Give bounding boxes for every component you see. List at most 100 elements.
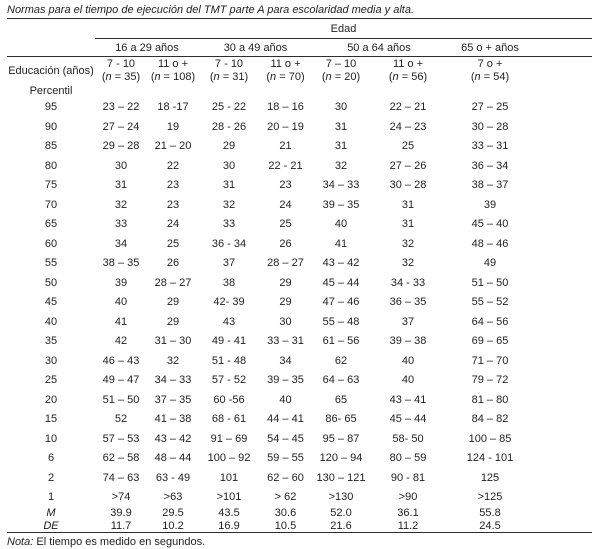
table-cell: 30 bbox=[334, 101, 348, 114]
table-row: 65 33 24 33 25 40 31 45 – 40 bbox=[7, 215, 592, 235]
row-label: 40 bbox=[44, 315, 58, 328]
table-row: 85 29 – 28 21 – 20 29 21 31 25 33 – 31 bbox=[7, 137, 592, 157]
table-cell: 28 – 27 bbox=[154, 276, 192, 289]
table-cell: 29 – 28 bbox=[102, 140, 140, 153]
table-cell: 60 -56 bbox=[213, 393, 245, 406]
table-cell: 43 – 42 bbox=[322, 257, 360, 270]
table-cell: 44 – 41 bbox=[267, 413, 304, 426]
table-cell: 41 bbox=[114, 315, 128, 328]
clipped-table-number: Tabla 2. bbox=[7, 0, 593, 3]
row-label: 45 bbox=[44, 296, 58, 309]
table-cell: 48 – 44 bbox=[154, 452, 192, 465]
table-row: 75 31 23 31 23 34 – 33 30 – 28 38 – 37 bbox=[7, 176, 592, 196]
percentile-label-row: Percentil bbox=[7, 85, 592, 98]
table-cell: 36 – 34 bbox=[471, 159, 509, 172]
table-cell: 37 bbox=[222, 257, 236, 270]
table-cell: 120 – 94 bbox=[319, 452, 363, 465]
table-row: DE 11.7 10.2 16.9 10.5 21.6 11.2 24.5 bbox=[7, 519, 592, 533]
table-cell: 55.8 bbox=[479, 507, 501, 520]
row-label: 35 bbox=[44, 335, 58, 348]
table-cell: 21 – 20 bbox=[154, 140, 192, 153]
table-cell: 23 bbox=[279, 179, 292, 192]
table-cell: 90 - 81 bbox=[390, 471, 426, 484]
table-cell: 11.2 bbox=[370, 519, 446, 533]
table-cell: 30.6 bbox=[274, 507, 297, 520]
table-cell: 41 bbox=[334, 237, 348, 250]
table-cell: 36 – 35 bbox=[389, 296, 427, 309]
table-row: 30 46 – 43 32 51 - 48 34 62 40 71 – 70 bbox=[7, 351, 592, 371]
table-cell: 28 – 27 bbox=[267, 257, 304, 270]
table-cell: > 62 bbox=[274, 491, 297, 504]
table-cell: 38 bbox=[222, 276, 236, 289]
table-cell: 45 – 44 bbox=[322, 276, 360, 289]
table-cell: 101 bbox=[219, 471, 239, 484]
table-row: 40 41 29 43 30 55 – 48 37 64 – 56 bbox=[7, 312, 592, 332]
table-cell: 48 – 46 bbox=[471, 237, 509, 250]
table-row: 2 74 – 63 63 - 49 101 62 – 60 130 – 121 90 - 8… bbox=[7, 468, 592, 488]
education-column-header: 11 o + (n = 56) bbox=[388, 58, 428, 83]
table-cell: 32 bbox=[334, 159, 348, 172]
table-cell: 59 – 55 bbox=[267, 452, 304, 465]
table-cell: 55 – 48 bbox=[322, 315, 360, 328]
table-row: 15 52 41 – 38 68 - 61 44 – 41 86- 65 45 – 44 84… bbox=[7, 410, 592, 430]
table-cell: 54 – 45 bbox=[267, 432, 304, 445]
table-cell: 39 bbox=[483, 198, 497, 211]
table-cell: 52.0 bbox=[330, 507, 352, 520]
table-cell: 19 bbox=[166, 120, 180, 133]
table-row: 6 62 – 58 48 – 44 100 – 92 59 – 55 120 – 94 80… bbox=[7, 449, 592, 469]
table-cell: 32 bbox=[114, 198, 128, 211]
table-cell: 23 bbox=[166, 198, 180, 211]
table-cell: >74 bbox=[111, 491, 131, 504]
education-column-header: 7 - 10 (n = 35) bbox=[101, 58, 141, 83]
table-cell: 49 – 47 bbox=[102, 374, 140, 387]
table-cell: 124 - 101 bbox=[466, 452, 514, 465]
table-cell: 64 – 56 bbox=[471, 315, 509, 328]
table-cell: 25 bbox=[279, 218, 292, 231]
row-label: 30 bbox=[44, 354, 58, 367]
table-cell: 130 – 121 bbox=[316, 471, 366, 484]
table-cell: 25 bbox=[401, 140, 415, 153]
table-cell: 91 – 69 bbox=[210, 432, 248, 445]
table-cell: 36 - 34 bbox=[211, 237, 247, 250]
table-cell: 27 – 26 bbox=[389, 159, 427, 172]
table-cell: 24 – 23 bbox=[389, 120, 427, 133]
table-row: 20 51 – 50 37 – 35 60 -56 40 65 43 – 41 81 – 80 bbox=[7, 390, 592, 410]
table-cell: 24 bbox=[279, 198, 292, 211]
table-cell: 45 – 44 bbox=[389, 413, 427, 426]
row-label: 50 bbox=[44, 276, 58, 289]
education-row-header: Educación (años) bbox=[8, 64, 94, 77]
table-cell: >125 bbox=[477, 491, 503, 504]
row-label: 2 bbox=[47, 471, 55, 484]
table-cell: 52 bbox=[114, 413, 128, 426]
table-cell: 39 – 35 bbox=[322, 198, 360, 211]
education-column-header: 7 – 10 (n = 20) bbox=[321, 58, 361, 83]
table-cell: 39.9 bbox=[110, 507, 132, 520]
table-row: 55 38 – 35 26 37 28 – 27 43 – 42 32 49 bbox=[7, 254, 592, 274]
table-title: Normas para el tiempo de ejecución del T… bbox=[7, 4, 414, 16]
table-cell: 28 - 26 bbox=[211, 120, 247, 133]
age-group-header: 16 a 29 años bbox=[95, 38, 199, 57]
table-cell: 79 – 72 bbox=[471, 374, 509, 387]
table-cell: 31 bbox=[401, 198, 415, 211]
row-label: 90 bbox=[44, 120, 58, 133]
table-cell: 25 - 22 bbox=[211, 101, 247, 114]
table-cell: 74 – 63 bbox=[102, 471, 140, 484]
row-label: M bbox=[46, 507, 56, 520]
table-row: 50 39 28 – 27 38 29 45 – 44 34 - 33 51 – 50 bbox=[7, 273, 592, 293]
row-label: 55 bbox=[44, 257, 58, 270]
age-header-row: Edad bbox=[7, 18, 592, 39]
table-cell: 68 - 61 bbox=[211, 413, 247, 426]
table-cell: >130 bbox=[328, 491, 354, 504]
table-cell: 71 – 70 bbox=[471, 354, 509, 367]
table-cell: 69 – 65 bbox=[471, 335, 509, 348]
table-cell: 24 bbox=[166, 218, 180, 231]
table-cell: 40 bbox=[401, 354, 415, 367]
table-cell: 11.7 bbox=[95, 519, 147, 533]
table-cell: 29 bbox=[166, 315, 180, 328]
table-cell: 86- 65 bbox=[325, 413, 357, 426]
table-cell: 32 bbox=[401, 237, 415, 250]
table-cell: 30 bbox=[279, 315, 292, 328]
table-cell: 38 – 37 bbox=[471, 179, 509, 192]
table-cell: 100 – 92 bbox=[207, 452, 251, 465]
table-cell: 26 bbox=[166, 257, 180, 270]
